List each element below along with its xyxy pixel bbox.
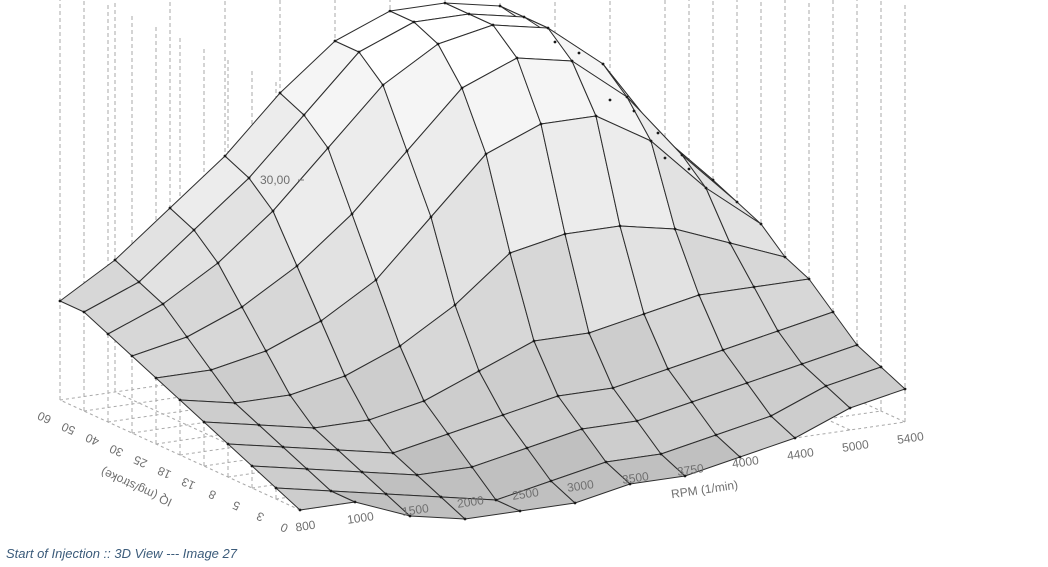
svg-text:30,00: 30,00 [260,173,290,187]
svg-text:1000: 1000 [346,509,375,527]
svg-text:3500: 3500 [621,469,650,487]
svg-text:18: 18 [155,463,173,481]
svg-text:13: 13 [179,474,197,492]
svg-text:5: 5 [230,498,242,514]
svg-text:4400: 4400 [786,445,815,463]
svg-text:30: 30 [107,441,125,459]
svg-text:5400: 5400 [896,429,925,447]
svg-text:25: 25 [131,452,149,470]
svg-text:40: 40 [83,430,101,448]
svg-text:4000: 4000 [731,453,760,471]
x-axis-label: RPM (1/min) [670,478,739,502]
svg-text:3: 3 [254,509,266,525]
chart-caption: Start of Injection :: 3D View --- Image … [6,546,237,561]
svg-text:800: 800 [295,518,317,535]
svg-text:50: 50 [59,419,77,437]
svg-text:3750: 3750 [676,461,705,479]
chart-surface [60,3,905,519]
surface-3d-chart: 8001000150020002500300035003750400044005… [0,0,1048,567]
svg-text:60: 60 [35,408,53,426]
svg-text:0: 0 [278,520,290,536]
svg-text:8: 8 [206,487,218,503]
svg-text:5000: 5000 [841,437,870,455]
